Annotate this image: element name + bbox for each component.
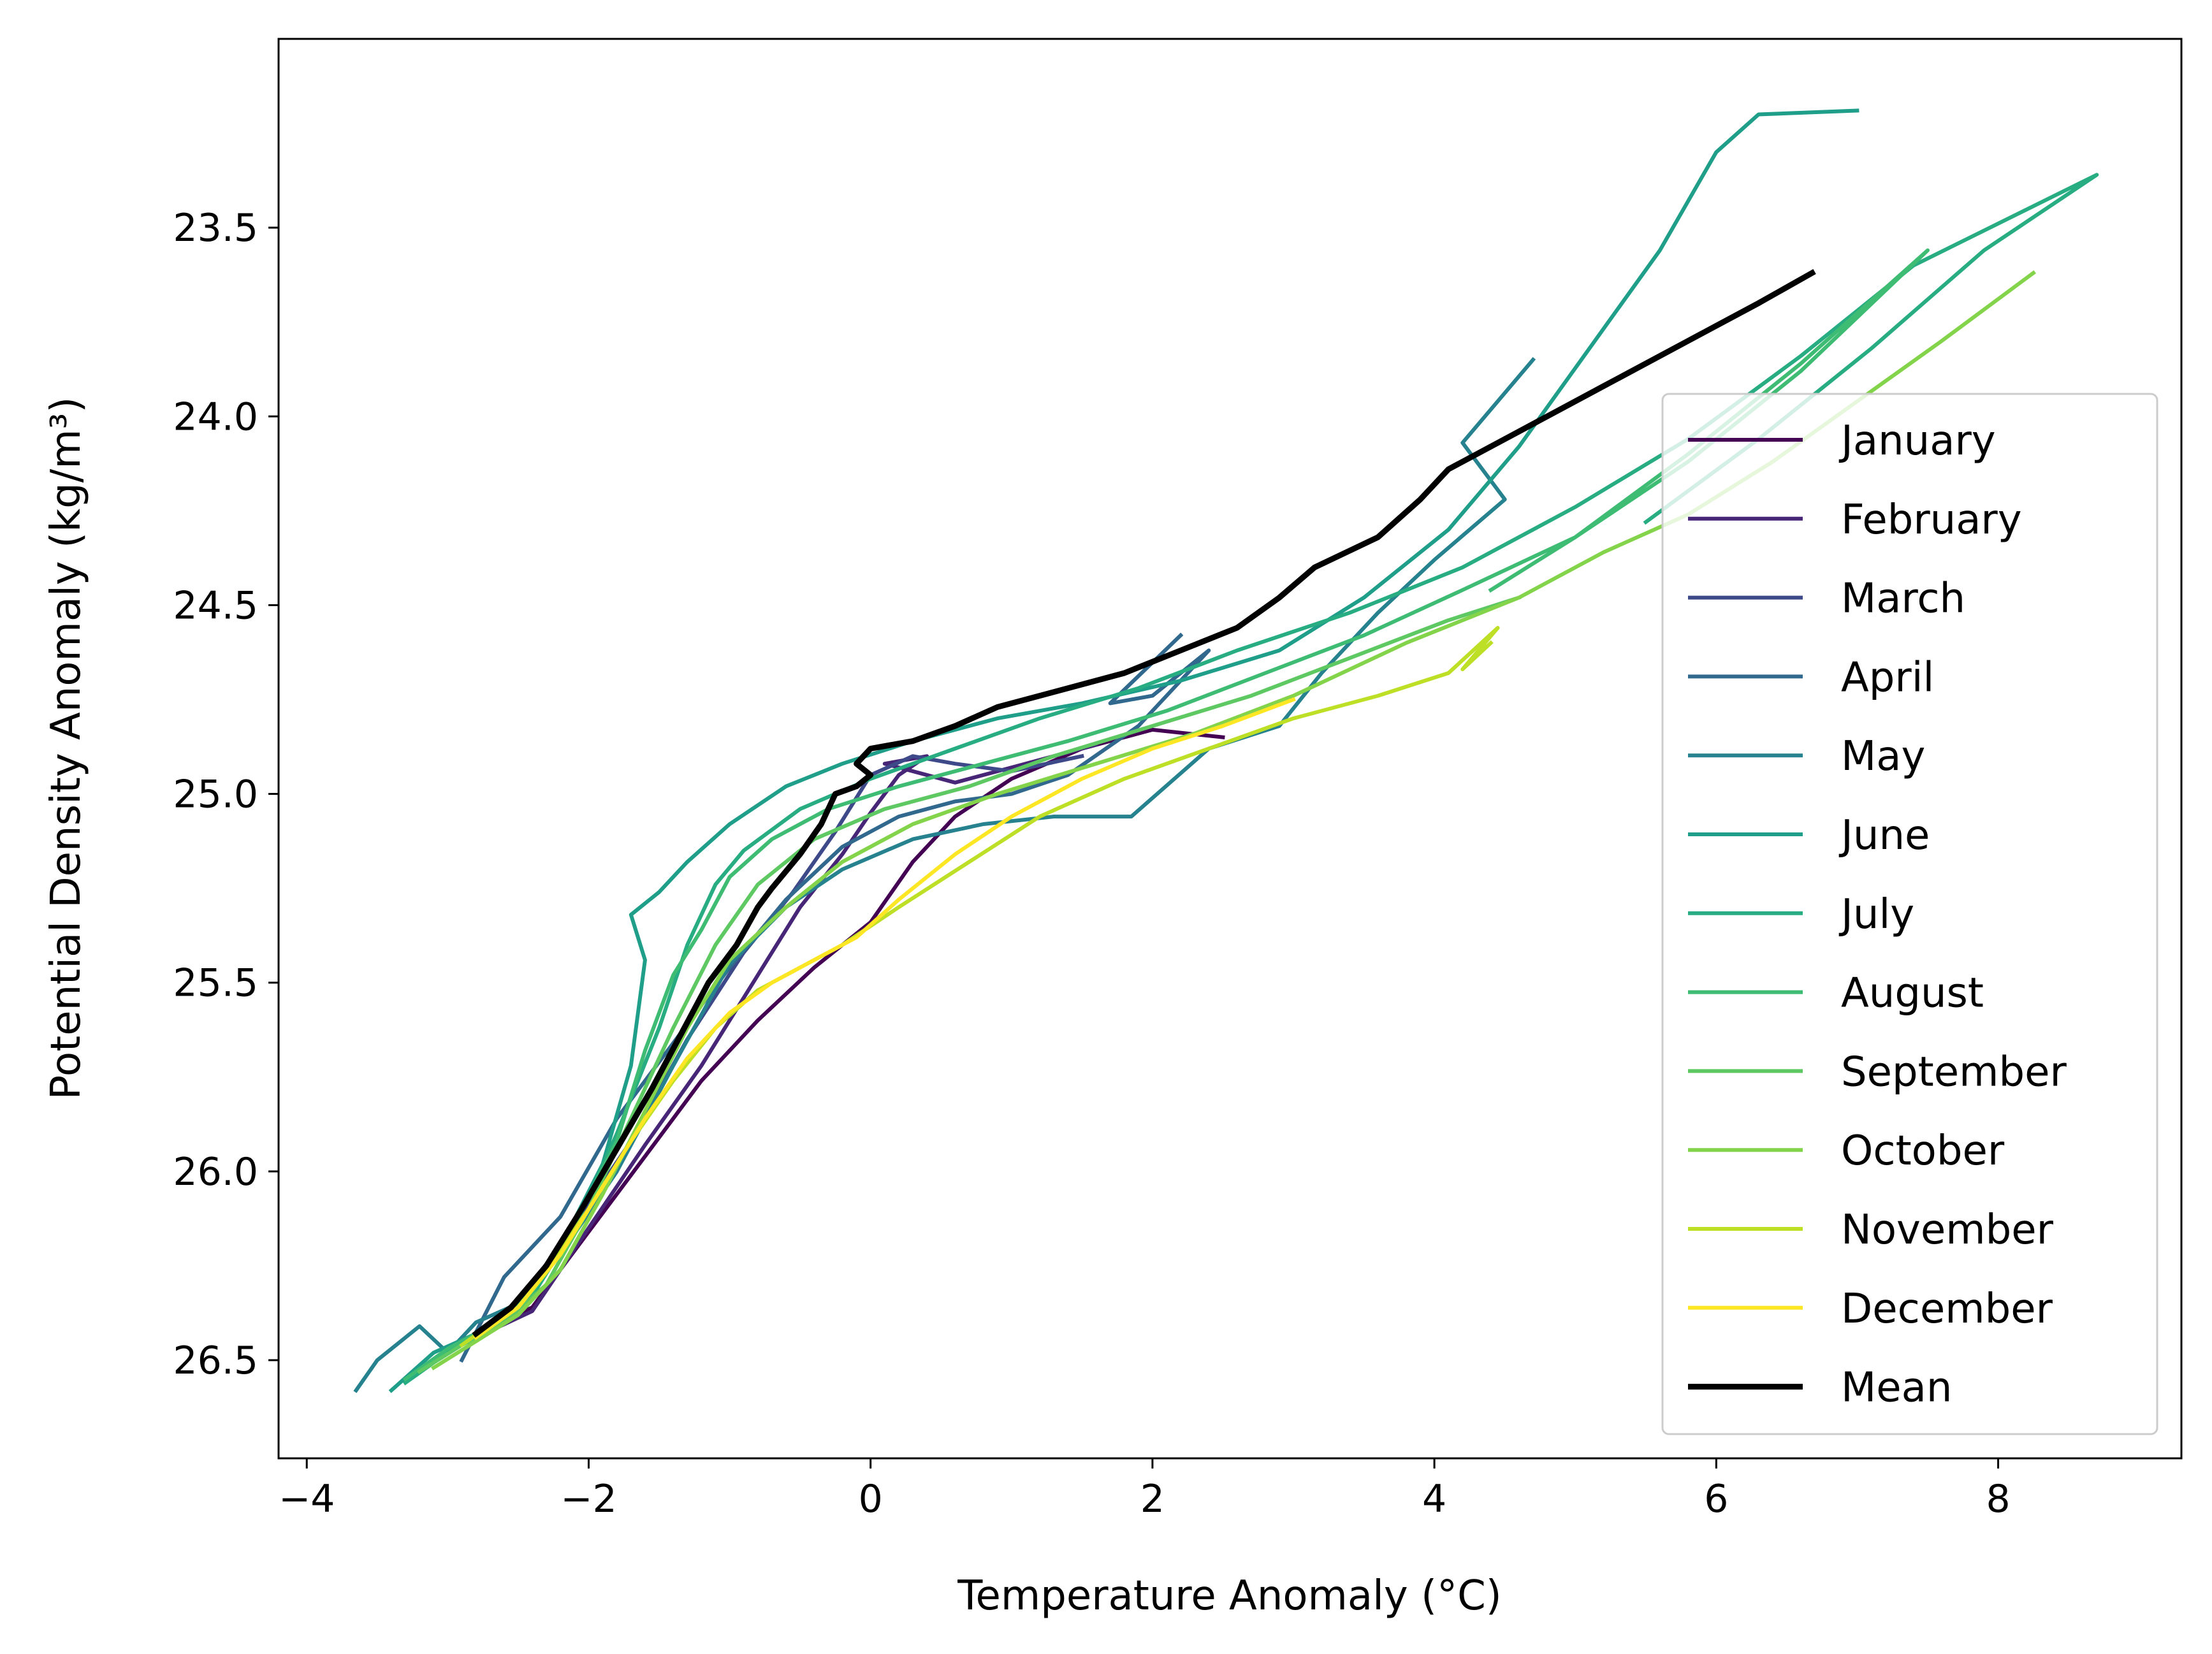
x-tick-label: 0: [859, 1477, 883, 1521]
legend-label-february: February: [1841, 497, 2022, 544]
series-layer: [353, 108, 2099, 1393]
y-axis-title: Potential Density Anomaly (kg/m³): [43, 397, 90, 1100]
legend-label-mean: Mean: [1841, 1365, 1952, 1412]
y-tick-label: 26.5: [173, 1338, 258, 1383]
legend-label-october: October: [1841, 1128, 2005, 1175]
y-tick-label: 25.0: [173, 773, 258, 817]
plot-frame: [277, 38, 2183, 1460]
x-tick-label: 6: [1704, 1477, 1728, 1521]
x-axis-title: Temperature Anomaly (°C): [957, 1572, 1501, 1620]
x-tick-label: −4: [279, 1477, 335, 1521]
legend-label-march: March: [1841, 576, 1965, 623]
y-tick-label: 26.0: [173, 1150, 258, 1194]
x-axis: −4 −2 0 2 4 6 8: [279, 1458, 2011, 1521]
y-tick-label: 25.5: [173, 961, 258, 1006]
legend-label-june: June: [1838, 812, 1930, 859]
legend-label-september: September: [1841, 1048, 2067, 1096]
legend-items: January February March April May June July Augu…: [1688, 417, 2067, 1412]
series-line-december: [473, 697, 1296, 1340]
x-tick-label: 2: [1140, 1477, 1165, 1521]
legend-label-may: May: [1841, 733, 1925, 780]
y-tick-label: 23.5: [173, 206, 258, 250]
series-line-mean: [472, 269, 1816, 1338]
series-line-april: [459, 632, 1211, 1363]
y-axis: 23.5 24.0 24.5 25.0 25.5 26.0 26.5: [173, 206, 279, 1383]
legend-label-january: January: [1838, 417, 1996, 465]
series-line-may: [353, 357, 1536, 1393]
legend-label-november: November: [1841, 1207, 2054, 1254]
legend-frame: [1661, 393, 2158, 1435]
legend-label-december: December: [1841, 1286, 2053, 1333]
x-tick-label: 8: [1986, 1477, 2010, 1521]
legend: January February March April May June July Augu…: [1661, 393, 2158, 1435]
legend-label-august: August: [1841, 970, 1984, 1017]
x-tick-label: 4: [1422, 1477, 1446, 1521]
y-tick-label: 24.0: [173, 395, 258, 439]
x-tick-label: −2: [560, 1477, 616, 1521]
y-tick-label: 24.5: [173, 583, 258, 628]
legend-label-july: July: [1838, 891, 1914, 938]
legend-label-april: April: [1841, 654, 1934, 701]
